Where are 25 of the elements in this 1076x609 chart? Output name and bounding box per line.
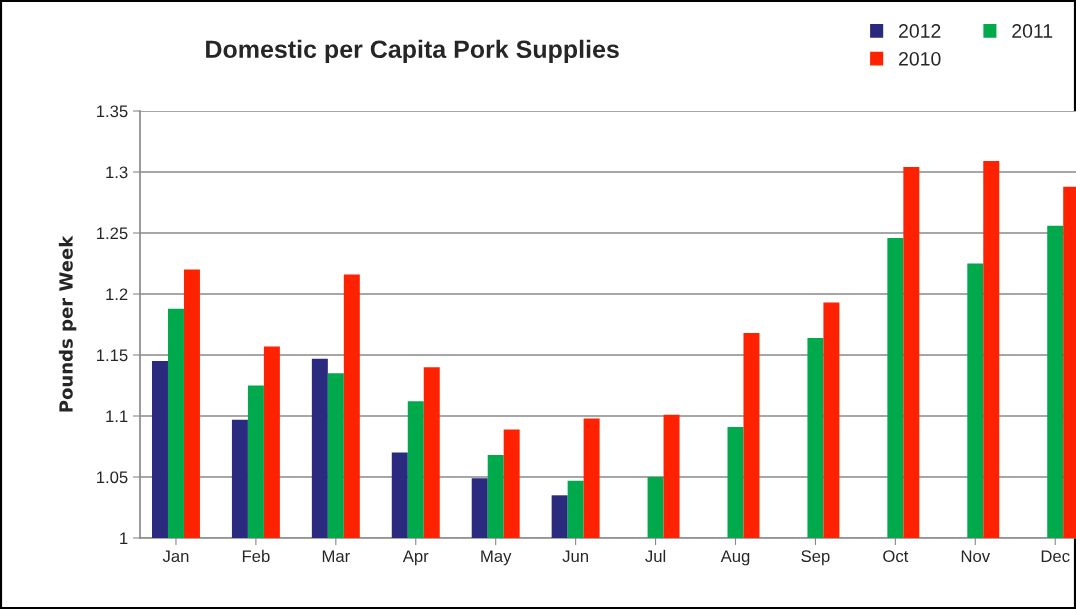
x-tick-label: Mar	[322, 550, 350, 563]
y-tick-label: 1.2	[106, 288, 128, 301]
x-tick-label: Sep	[801, 550, 830, 566]
x-tick-label: May	[481, 550, 512, 566]
x-tick-label: Oct	[883, 550, 909, 563]
x-tick-label: Dec	[1041, 550, 1070, 563]
y-tick-label: 1.35	[97, 105, 128, 118]
y-tick-label: 1.25	[97, 227, 128, 240]
x-tick-label: Jun	[562, 550, 588, 563]
x-tick-label: Aug	[720, 550, 750, 566]
x-tick-label: Apr	[402, 550, 429, 566]
x-tick-label: Jan	[162, 550, 189, 563]
y-tick-label: 1.15	[97, 349, 128, 362]
legend-label: 2010	[899, 51, 941, 66]
y-axis-title: Pounds per Week	[58, 235, 77, 412]
y-tick-label: 1	[120, 532, 128, 545]
y-tick-label: 1.3	[106, 166, 128, 179]
y-tick-label: 1.05	[97, 471, 128, 484]
x-tick-label: Jul	[645, 549, 666, 563]
legend-label: 2012	[899, 24, 941, 38]
y-tick-label: 1.1	[106, 410, 128, 423]
x-tick-label: Feb	[242, 549, 270, 563]
x-tick-label: Nov	[961, 550, 991, 563]
chart-title: Domestic per Capita Pork Supplies	[206, 39, 619, 64]
legend-label: 2011	[1012, 24, 1053, 38]
